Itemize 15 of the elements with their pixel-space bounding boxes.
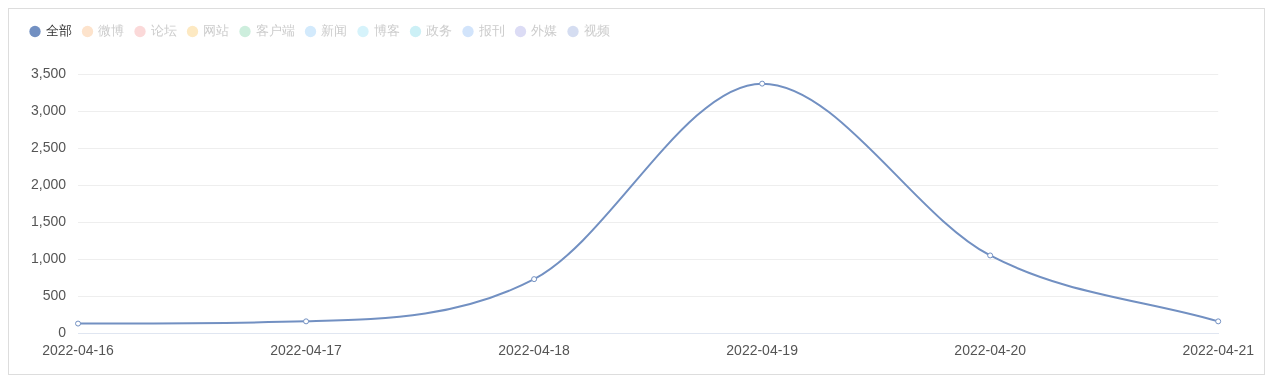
y-tick-label: 2,000 [30, 175, 67, 192]
y-tick-label: 500 [42, 287, 67, 304]
y-tick-label: 1,000 [30, 250, 67, 266]
y-tick-label: 1,500 [30, 212, 67, 229]
x-tick-label: 2022-04-16 [42, 342, 115, 359]
y-tick-label: 3,000 [30, 101, 67, 118]
x-tick-label: 2022-04-19 [726, 342, 799, 359]
legend-label: 全部 [45, 22, 72, 38]
x-tick-label: 2022-04-21 [1182, 342, 1255, 359]
y-tick-label: 3,500 [30, 64, 67, 81]
x-tick-label: 2022-04-18 [498, 342, 571, 359]
y-tick-label: 0 [58, 324, 67, 341]
x-tick-label: 2022-04-20 [954, 342, 1027, 359]
y-tick-label: 2,500 [30, 138, 67, 155]
x-tick-label: 2022-04-17 [270, 342, 343, 359]
